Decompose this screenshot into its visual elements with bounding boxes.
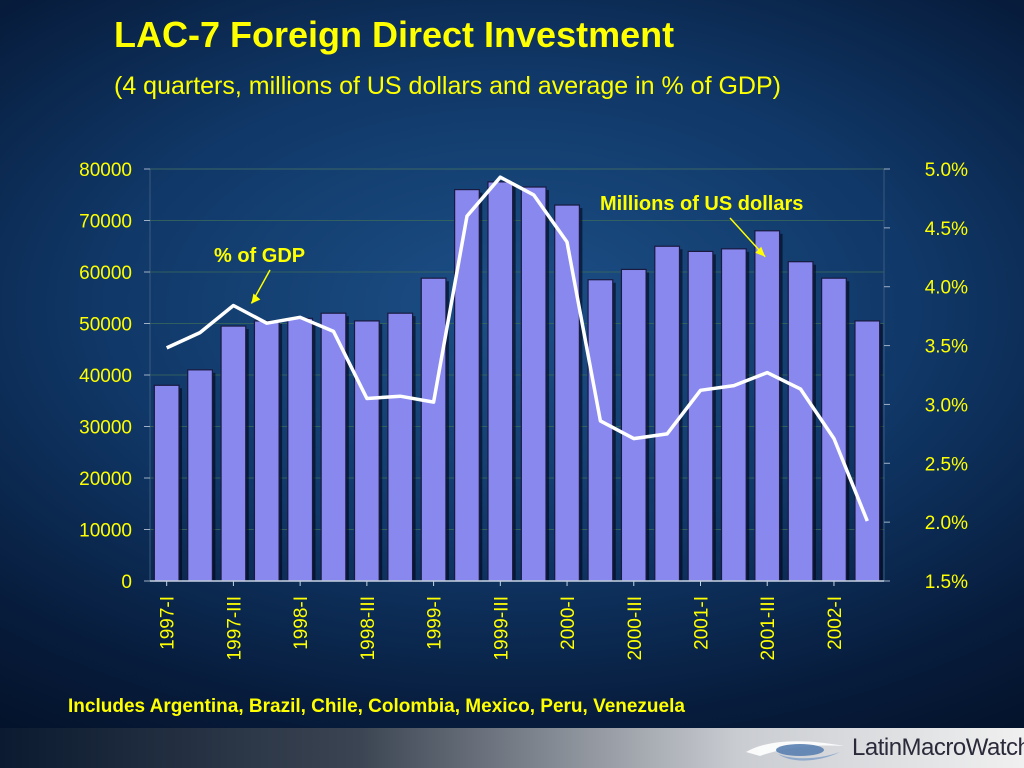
bar	[754, 230, 781, 582]
x-axis-tick-label: 2001-III	[758, 596, 779, 660]
right-axis-tick-label: 5.0%	[925, 160, 968, 181]
bar	[620, 268, 647, 582]
x-axis-tick-label: 1997-III	[224, 596, 245, 660]
annotation-label-gdp: % of GDP	[214, 245, 305, 267]
bar	[454, 189, 480, 582]
left-axis-tick-label: 0	[121, 572, 132, 593]
right-axis-tick-label: 2.5%	[925, 454, 968, 475]
bar	[854, 320, 881, 582]
bar-series	[153, 181, 883, 582]
bar	[187, 369, 213, 582]
left-axis-tick-label: 60000	[79, 263, 132, 284]
bar	[687, 250, 714, 582]
fdi-chart: 0 10000 20000 30000 40000 50000 60000 70000 8000…	[79, 160, 968, 660]
annotations: Millions of US dollars % of GDP	[214, 193, 803, 304]
bar	[253, 320, 280, 582]
x-axis-tick-label: 2001-I	[692, 596, 713, 650]
right-axis-tick-label: 3.0%	[925, 395, 968, 416]
line-series	[165, 175, 869, 522]
bar	[787, 261, 814, 582]
right-axis-tick-label: 4.5%	[925, 219, 968, 240]
annotation-arrowhead	[251, 293, 261, 304]
x-axis-tick-label: 1999-III	[491, 596, 512, 660]
footer-bar: LatinMacroWatch	[0, 728, 1024, 768]
gdp-line	[165, 175, 869, 522]
bar	[487, 181, 514, 582]
left-axis-tick-label: 40000	[79, 366, 132, 387]
bar	[153, 384, 180, 582]
bar	[554, 204, 580, 582]
bar	[720, 248, 747, 582]
brand-name: LatinMacroWatch	[852, 734, 1024, 761]
annotation-label-usd: Millions of US dollars	[600, 193, 803, 215]
footnote: Includes Argentina, Brazil, Chile, Colom…	[68, 696, 685, 717]
x-axis-tick-label: 2000-I	[558, 596, 579, 650]
x-axis-tick-label: 2000-III	[625, 596, 646, 660]
bar	[654, 245, 681, 582]
bar	[287, 317, 314, 582]
chart-subtitle: (4 quarters, millions of US dollars and …	[114, 72, 781, 100]
left-axis-tick-label: 70000	[79, 212, 132, 233]
left-axis-tick-label: 50000	[79, 315, 132, 336]
axes: 0 10000 20000 30000 40000 50000 60000 70000 8000…	[79, 160, 968, 660]
x-axis-tick-label: 1999-I	[425, 596, 446, 650]
x-axis-tick-label: 1998-III	[358, 596, 379, 660]
right-axis-tick-label: 3.5%	[925, 337, 968, 358]
left-axis-tick-label: 80000	[79, 160, 132, 181]
left-axis-tick-label: 30000	[79, 418, 132, 439]
left-axis-tick-label: 20000	[79, 469, 132, 490]
bar	[587, 279, 614, 582]
bar	[821, 277, 847, 582]
left-axis-tick-label: 10000	[79, 521, 132, 542]
brand-logo-icon	[746, 741, 844, 761]
right-axis-tick-label: 2.0%	[925, 513, 968, 534]
bar	[420, 277, 447, 582]
bar	[520, 186, 547, 582]
chart-title: LAC-7 Foreign Direct Investment	[114, 14, 675, 55]
x-axis-tick-label: 2002-I	[825, 596, 846, 650]
annotation-arrowhead	[755, 246, 766, 257]
bar	[387, 312, 414, 582]
x-axis-tick-label: 1998-I	[291, 596, 312, 650]
right-axis-tick-label: 4.0%	[925, 278, 968, 299]
bar	[353, 320, 380, 582]
bar	[320, 312, 347, 582]
right-axis-tick-label: 1.5%	[925, 572, 968, 593]
x-axis-tick-label: 1997-I	[158, 596, 179, 650]
bar	[220, 325, 247, 582]
